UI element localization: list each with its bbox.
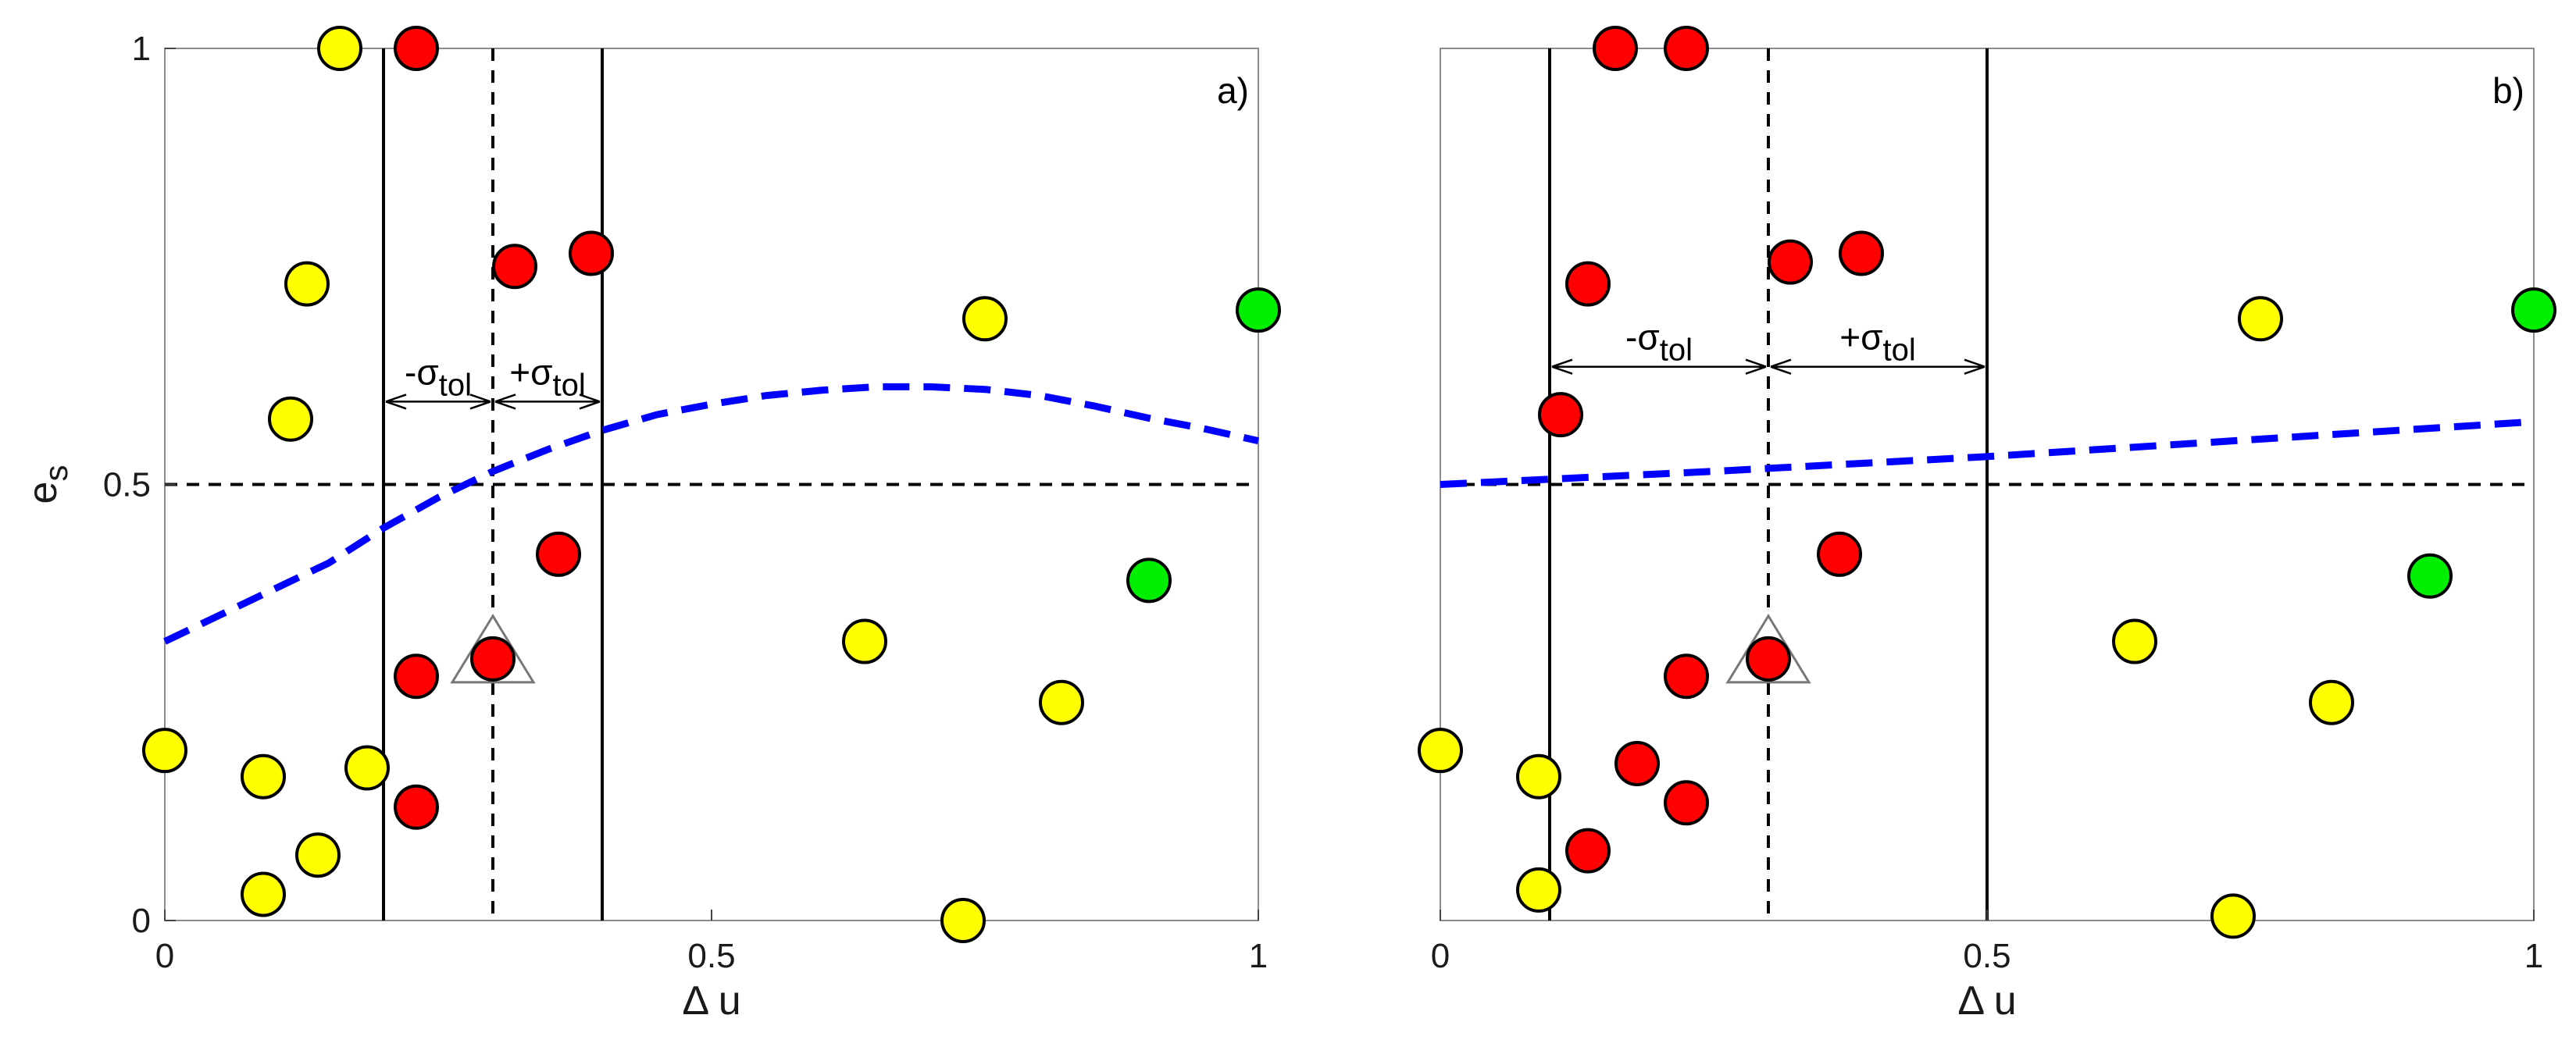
data-point-yellow bbox=[241, 871, 286, 917]
data-point-red bbox=[1768, 239, 1813, 285]
x-axis-label: Δ u bbox=[682, 978, 740, 1024]
plus-tolerance-label: +σtol bbox=[509, 351, 586, 402]
panel-label: b) bbox=[2492, 70, 2524, 111]
data-point-yellow bbox=[344, 745, 390, 791]
data-point-red bbox=[394, 26, 439, 71]
data-point-red bbox=[1664, 780, 1709, 826]
x-tick-label: 0 bbox=[1431, 937, 1450, 975]
data-point-yellow bbox=[962, 296, 1008, 342]
fit-curve bbox=[163, 383, 1259, 645]
y-tick-label: 0.5 bbox=[103, 466, 151, 504]
minus-tolerance-arrow-head bbox=[1745, 358, 1767, 375]
plus-tolerance-label-symbol: +σ bbox=[509, 351, 552, 392]
y-tick-label: 1 bbox=[132, 30, 151, 68]
minus-tolerance-label-symbol: -σ bbox=[1625, 317, 1660, 358]
data-point-red bbox=[1664, 653, 1709, 700]
x-tick-label: 1 bbox=[1249, 937, 1268, 975]
fit-curve bbox=[1440, 418, 2535, 488]
plus-tolerance-label: +σtol bbox=[1839, 317, 1916, 368]
data-point-yellow bbox=[268, 396, 313, 442]
minus-tolerance-arrow-head bbox=[385, 394, 407, 410]
plus-tolerance-label-symbol: +σ bbox=[1839, 317, 1882, 358]
x-axis-label: Δ u bbox=[1957, 978, 2016, 1024]
x-tick-label: 0.5 bbox=[1963, 937, 2010, 975]
y-axis-label-subscript: s bbox=[37, 465, 74, 482]
data-point-red bbox=[1565, 828, 1611, 874]
data-point-red bbox=[1593, 26, 1638, 71]
minus-tolerance-label-subscript: tol bbox=[1660, 333, 1693, 368]
minus-tolerance-arrow-head bbox=[1551, 358, 1573, 375]
data-point-red bbox=[1664, 26, 1709, 71]
data-point-red bbox=[1746, 636, 1791, 682]
data-point-green bbox=[2407, 553, 2453, 599]
data-point-green bbox=[1126, 557, 1172, 604]
data-point-yellow bbox=[317, 26, 362, 71]
minus-tolerance-label: -σtol bbox=[405, 351, 472, 402]
x-tick-label: 0 bbox=[155, 937, 174, 975]
plus-tolerance-arrow-head bbox=[579, 394, 601, 410]
y-axis-label-main: e bbox=[20, 482, 66, 504]
data-point-yellow bbox=[1039, 679, 1084, 725]
data-point-yellow bbox=[142, 728, 187, 774]
minus-tolerance-arrow-head bbox=[469, 394, 491, 410]
data-point-yellow bbox=[2112, 618, 2157, 664]
data-point-yellow bbox=[842, 618, 887, 664]
y-tick-label: 0 bbox=[132, 902, 151, 940]
data-point-red bbox=[394, 784, 439, 830]
data-point-green bbox=[2511, 287, 2556, 333]
data-point-red bbox=[1817, 531, 1862, 577]
x-tick-label: 0.5 bbox=[687, 937, 735, 975]
data-point-yellow bbox=[2238, 296, 2283, 342]
data-point-yellow bbox=[295, 832, 341, 878]
data-point-yellow bbox=[241, 753, 286, 799]
minus-tolerance-label-symbol: -σ bbox=[405, 351, 439, 392]
data-point-yellow bbox=[2309, 679, 2354, 725]
plus-tolerance-arrow-head bbox=[1964, 358, 1986, 375]
data-point-red bbox=[470, 636, 516, 682]
data-point-red bbox=[492, 244, 537, 290]
plus-tolerance-label-subscript: tol bbox=[1883, 333, 1916, 368]
y-axis-label: es bbox=[20, 465, 74, 504]
data-point-green bbox=[1236, 287, 1281, 333]
data-point-red bbox=[394, 653, 439, 700]
data-point-red bbox=[569, 230, 614, 276]
data-point-red bbox=[536, 531, 581, 577]
data-point-yellow bbox=[940, 898, 986, 943]
plus-tolerance-arrow-head bbox=[1770, 358, 1792, 375]
plus-tolerance-arrow-head bbox=[494, 394, 516, 410]
data-point-yellow bbox=[2210, 893, 2256, 939]
data-point-yellow bbox=[1516, 867, 1561, 913]
panel-label: a) bbox=[1217, 70, 1249, 111]
x-tick-label: 1 bbox=[2524, 937, 2543, 975]
minus-tolerance-label-subscript: tol bbox=[439, 368, 472, 402]
data-point-red bbox=[1839, 230, 1884, 276]
data-point-yellow bbox=[284, 261, 330, 307]
data-point-red bbox=[1614, 740, 1660, 786]
data-point-yellow bbox=[1516, 753, 1561, 799]
data-point-yellow bbox=[1418, 728, 1463, 774]
minus-tolerance-label: -σtol bbox=[1625, 317, 1693, 368]
data-point-red bbox=[1538, 392, 1583, 438]
plus-tolerance-label-subscript: tol bbox=[553, 368, 586, 402]
data-point-red bbox=[1565, 261, 1611, 307]
